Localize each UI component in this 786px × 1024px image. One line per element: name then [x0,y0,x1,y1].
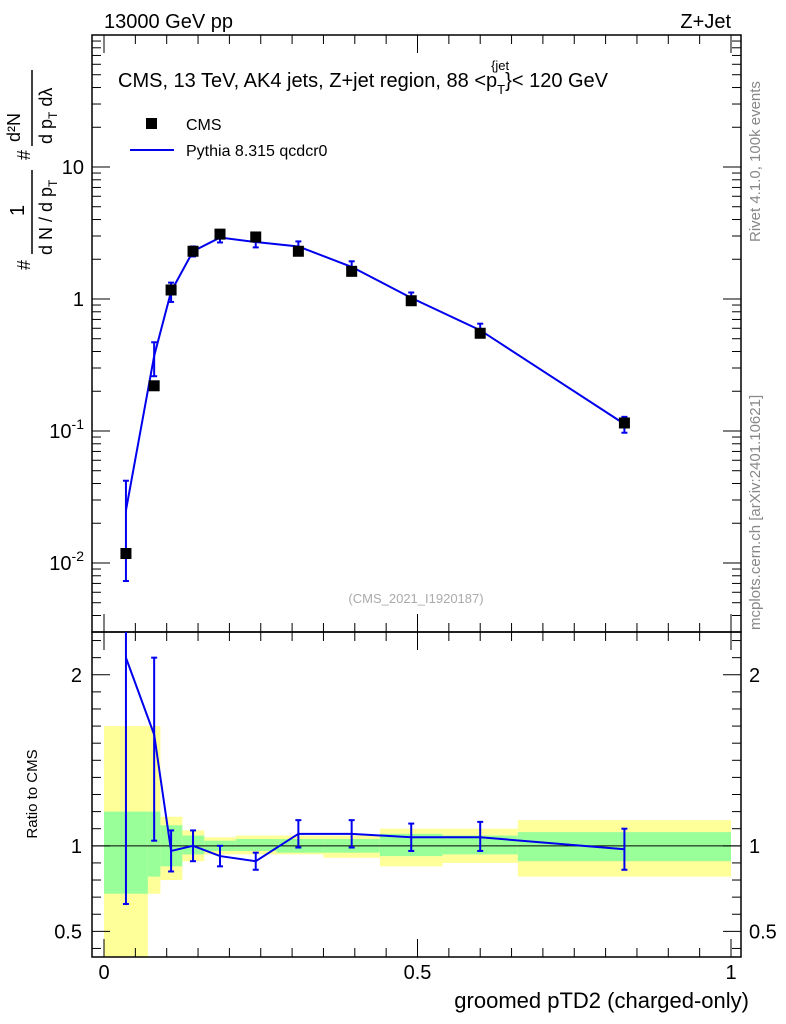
data-point-10 [618,417,630,429]
top-ytick-label-exp-0: -2 [72,548,85,564]
mc-series-line [124,236,625,511]
top-marks [120,228,630,583]
ylabel-top: # 1 d N / d pT # d²N d pT dλ [4,70,60,270]
top-ytick-label-3: 10 [62,157,84,179]
data-point-9 [474,327,486,339]
chart-title-sub: T [497,82,505,97]
top-ytick-label-exp-1: -1 [72,416,85,432]
ratio-bands [104,726,731,957]
chart-title-sup: {jet [491,58,509,73]
legend-mc-label: Pythia 8.315 qcdcr0 [186,143,328,160]
xtick-label-1: 0.5 [404,962,432,984]
top-ytick-label-base-1: 10 [49,421,71,443]
ratio-axes: 0 0.5 1 0.5 0.5 1 1 2 2 [54,631,777,984]
header-right: Z+Jet [680,11,731,33]
ratio-ytick-label-right-2: 2 [749,665,760,687]
ratio-ytick-label-right-1: 1 [749,836,760,858]
ylabel-frac-den-main: d p [36,119,56,144]
analysis-tag: (CMS_2021_I1920187) [348,591,483,606]
data-point-1 [148,380,160,392]
data-point-0 [120,547,132,559]
legend-data-label: CMS [186,117,222,134]
ylabel-ratio: Ratio to CMS [24,749,41,838]
legend-data-marker [146,118,157,129]
ylabel-hash-1: # [14,260,34,270]
ylabel-frac-num: d²N [4,113,24,142]
ylabel-frac-den-tail: dλ [36,88,56,112]
data-point-8 [405,295,417,307]
ylabel-hash-2: # [14,150,34,160]
ratio-band-inner-5 [235,838,277,851]
data-point-6 [292,245,304,257]
top-ytick-label-1: 10-1 [49,416,84,443]
ratio-marks [122,632,628,905]
side-text-bottom: mcplots.cern.ch [arXiv:2401.10621] [747,395,764,630]
ratio-panel-frame [91,631,742,958]
ratio-ytick-label-left-0: 0.5 [54,921,82,943]
ylabel-num: 1 [7,205,29,216]
data-point-3 [187,245,199,257]
ylabel-den: d N / d pT [36,179,60,255]
top-ytick-label-2: 1 [73,289,84,311]
data-point-2 [165,284,177,296]
side-text-top: Rivet 4.1.0, 100k events [747,81,764,242]
ratio-ytick-label-right-0: 0.5 [749,921,777,943]
chart-title-main: CMS, 13 TeV, AK4 jets, Z+jet region, 88 … [118,70,497,92]
ylabel-den-main: d N / d p [36,187,56,255]
data-point-5 [250,231,262,243]
data-point-4 [214,228,226,240]
ratio-band-inner-1 [147,811,161,877]
xlabel: groomed pTD2 (charged-only) [454,988,749,1013]
ratio-ytick-label-left-1: 1 [71,836,82,858]
chart-title: CMS, 13 TeV, AK4 jets, Z+jet region, 88 … [118,58,609,97]
ylabel-frac-den-sub: T [46,111,60,119]
chart-title-tail: }< 120 GeV [505,70,609,92]
ylabel-den-sub: T [46,179,60,187]
ratio-ytick-label-left-2: 2 [71,665,82,687]
xtick-label-0: 0 [98,962,109,984]
top-ytick-label-0: 10-2 [49,548,84,575]
xtick-label-2: 1 [725,962,736,984]
header-left: 13000 GeV pp [104,11,233,33]
top-ytick-label-base-0: 10 [49,553,71,575]
data-point-7 [346,265,358,277]
ylabel-frac-den: d pT dλ [36,88,60,144]
